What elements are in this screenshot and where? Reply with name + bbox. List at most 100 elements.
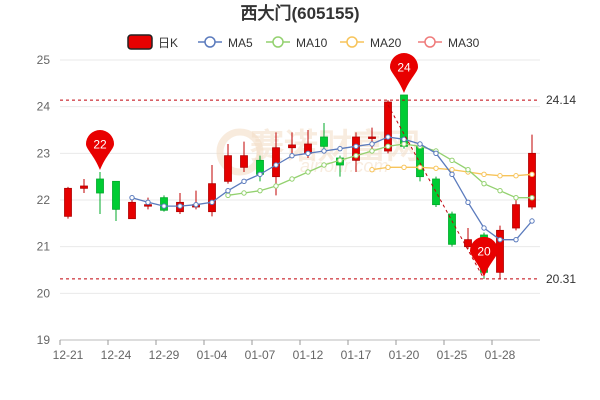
x-tick-label-3: 01-04 <box>197 348 228 362</box>
ma5-point-20 <box>385 134 391 140</box>
y-axis: 19 20 21 22 23 24 25 <box>37 53 51 347</box>
ref-label-1: 20.31 <box>546 272 576 286</box>
ma10-point-26 <box>481 180 487 187</box>
ma5-point-14 <box>289 152 295 159</box>
candle-body-24 <box>448 213 456 245</box>
ma20-point-27 <box>497 173 503 179</box>
x-tick-label-4: 01-07 <box>245 348 276 362</box>
x-tick-label-7: 01-20 <box>389 348 420 362</box>
x-tick-label-8: 01-25 <box>437 348 468 362</box>
y-tick-label-3: 22 <box>37 193 51 207</box>
candle-25 <box>464 228 472 249</box>
candle-24 <box>448 211 456 247</box>
ma10-point-25 <box>465 166 471 173</box>
x-tick-label-1: 12-24 <box>101 348 132 362</box>
ma5-point-7 <box>177 203 183 209</box>
ma5-point-26 <box>481 225 487 231</box>
ma5-point-29 <box>529 218 535 224</box>
y-tick-label-2: 21 <box>37 240 51 254</box>
candle-23 <box>432 176 440 207</box>
candle-body-16 <box>320 136 328 147</box>
ma10-point-21 <box>401 141 407 147</box>
candle-body-11 <box>240 155 248 168</box>
y-tick-label-4: 23 <box>37 146 51 160</box>
x-tick-label-9: 01-28 <box>485 348 516 362</box>
ma10-point-27 <box>497 187 503 194</box>
annotation-marker-1 <box>390 53 418 93</box>
ma20-point-20 <box>385 164 391 171</box>
legend-label-4: MA30 <box>448 36 480 50</box>
ma10-point-15 <box>305 169 311 175</box>
ma20-point-19 <box>369 166 375 173</box>
ma5-point-25 <box>465 199 471 206</box>
ma5-point-27 <box>497 236 503 243</box>
legend-swatch-0 <box>127 34 153 50</box>
watermark-logo-icon <box>216 128 264 176</box>
ma5-point-23 <box>433 150 439 157</box>
ma10-point-29 <box>529 194 535 201</box>
candle-1 <box>80 179 88 193</box>
moving-average-lines <box>129 134 535 243</box>
ma20-point-26 <box>481 171 487 178</box>
watermark-subtext: ainonr.com <box>300 156 388 176</box>
ref-label-0: 24.14 <box>546 93 576 107</box>
ma10-line <box>227 143 532 199</box>
ma10-point-24 <box>449 157 455 164</box>
x-axis: 12-21 12-24 12-29 01-04 01-07 01-12 01-17 01-20… <box>53 340 516 362</box>
candle-body-3 <box>112 180 120 210</box>
candle-9 <box>208 165 216 217</box>
ma5-point-22 <box>417 141 423 147</box>
ma5-point-24 <box>449 171 455 178</box>
ma5-point-6 <box>161 203 167 209</box>
candle-body-19 <box>368 136 376 139</box>
ma5-point-17 <box>337 145 343 152</box>
annotation-label-1: 24 <box>397 61 411 75</box>
legend-label-0: 日K <box>158 36 178 50</box>
legend-marker-1 <box>204 36 216 48</box>
ma10-point-18 <box>353 152 359 159</box>
ma10-point-20 <box>385 143 391 150</box>
legend-label-3: MA20 <box>370 36 402 50</box>
x-tick-label-6: 01-17 <box>341 348 372 362</box>
candle-2 <box>96 172 104 214</box>
y-tick-label-5: 24 <box>37 100 51 114</box>
ma10-point-28 <box>513 194 519 201</box>
candle-body-10 <box>224 155 232 182</box>
y-tick-label-1: 20 <box>37 286 51 300</box>
candle-body-0 <box>64 187 72 217</box>
ma10-point-14 <box>289 176 295 182</box>
candle-body-29 <box>528 152 536 208</box>
ma5-point-12 <box>257 171 263 178</box>
candle-body-1 <box>80 185 88 189</box>
ma10-point-11 <box>241 190 247 196</box>
legend-marker-4 <box>424 36 436 48</box>
ma5-point-11 <box>241 178 247 185</box>
annotation-label-0: 22 <box>93 138 107 152</box>
x-tick-label-2: 12-29 <box>149 348 180 362</box>
x-tick-label-5: 01-12 <box>293 348 324 362</box>
annotation-marker-0 <box>86 130 114 170</box>
candle-body-25 <box>464 239 472 248</box>
candle-body-22 <box>416 145 424 178</box>
candle-body-4 <box>128 201 136 220</box>
annotation-marker-2 <box>470 236 498 277</box>
candle-body-23 <box>432 178 440 206</box>
ma5-point-16 <box>321 148 327 154</box>
ma10-point-16 <box>321 162 327 168</box>
ma10-point-12 <box>257 187 263 194</box>
chart-title: 西大门(605155) <box>240 3 359 23</box>
candle-10 <box>224 144 232 184</box>
reference-lines: 24.14 20.31 <box>60 93 576 286</box>
candle-body-2 <box>96 178 104 194</box>
candle-3 <box>112 180 120 221</box>
x-tick-label-0: 12-21 <box>53 348 84 362</box>
ma5-point-4 <box>129 194 135 201</box>
ma5-point-21 <box>401 136 407 143</box>
annotation-pin-1: 24 <box>390 53 418 93</box>
candle-body-28 <box>512 204 520 229</box>
candle-body-9 <box>208 183 216 213</box>
ma10-point-13 <box>273 183 279 189</box>
candle-body-14 <box>288 144 296 149</box>
candle-body-20 <box>384 101 392 152</box>
